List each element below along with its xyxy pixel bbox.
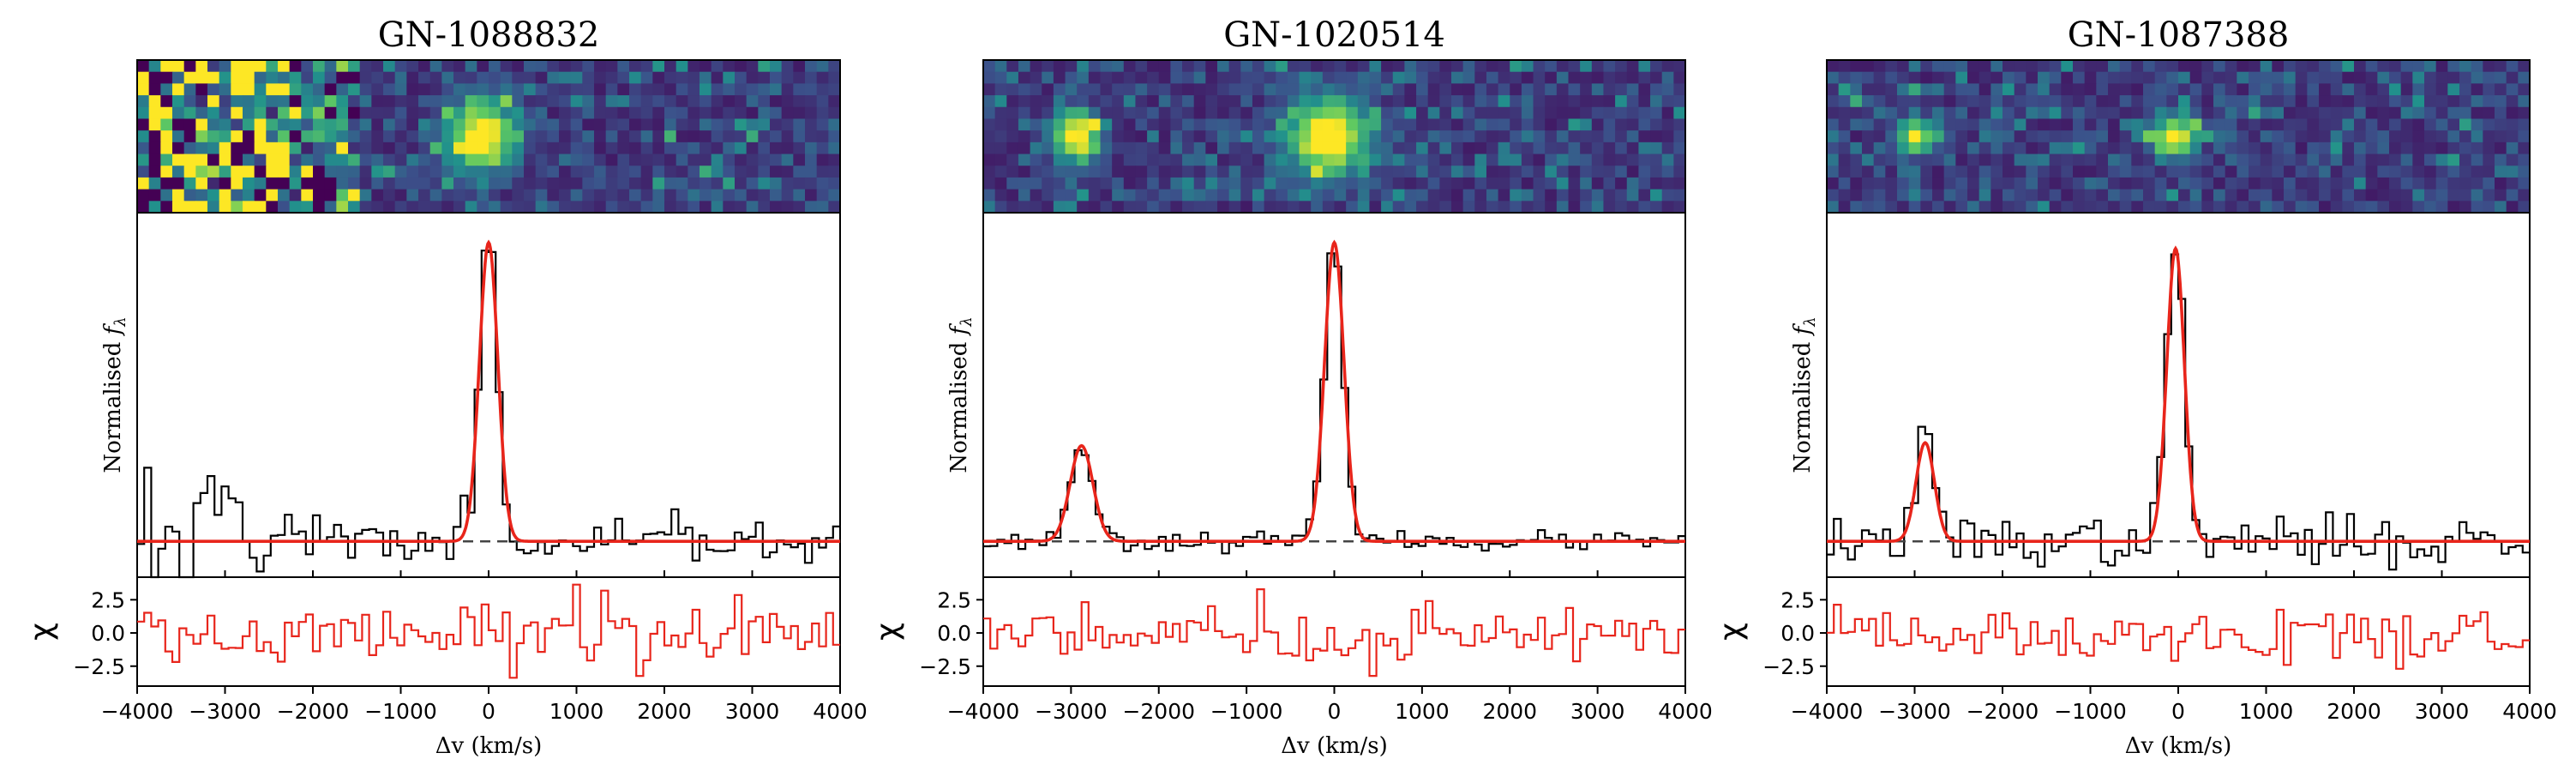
x-tick-label: 2000 xyxy=(1482,699,1537,724)
spectrum-step-line xyxy=(983,252,1685,555)
resid-y-tick-label: −2.5 xyxy=(919,654,971,679)
residual-axis-label: χ xyxy=(870,623,905,641)
resid-y-tick-label: −2.5 xyxy=(73,654,125,679)
x-axis-label: Δv (km/s) xyxy=(1281,733,1388,759)
x-tick-label: 3000 xyxy=(725,699,780,724)
spectrum-step-line xyxy=(1827,253,2530,571)
spectrum-step-line xyxy=(137,250,840,579)
residual-step-line xyxy=(137,583,840,679)
x-tick-label: 4000 xyxy=(2502,699,2557,724)
resid-y-tick-label: 0.0 xyxy=(1780,621,1815,646)
y-axis-label: Normalised fλ xyxy=(1790,316,1819,473)
x-tick-label: −3000 xyxy=(189,699,261,724)
cutout-image xyxy=(136,59,841,214)
x-tick-label: −3000 xyxy=(1878,699,1951,724)
x-tick-label: 1000 xyxy=(549,699,604,724)
x-tick-label: 4000 xyxy=(1658,699,1713,724)
y-axis-label: Normalised fλ xyxy=(946,316,976,473)
x-tick-label: −2000 xyxy=(1122,699,1195,724)
cutout-image xyxy=(1826,59,2531,214)
panel-title: GN-1088832 xyxy=(378,15,600,55)
x-axis-label: Δv (km/s) xyxy=(435,733,543,759)
panel-title: GN-1020514 xyxy=(1223,15,1445,55)
x-tick-label: −4000 xyxy=(1791,699,1864,724)
residual-axes xyxy=(1826,576,2531,687)
x-tick-label: 1000 xyxy=(1395,699,1450,724)
resid-y-tick-label: 2.5 xyxy=(1780,587,1815,612)
x-tick-label: 2000 xyxy=(2327,699,2381,724)
x-tick-label: −2000 xyxy=(1967,699,2039,724)
resid-y-tick-label: 2.5 xyxy=(91,587,125,612)
model-fit-line xyxy=(983,239,1685,543)
x-tick-label: −3000 xyxy=(1035,699,1108,724)
model-fit-line xyxy=(137,239,840,543)
x-tick-label: 1000 xyxy=(2239,699,2294,724)
residual-step-line xyxy=(983,588,1685,678)
x-tick-label: −1000 xyxy=(2054,699,2127,724)
x-tick-label: −4000 xyxy=(947,699,1020,724)
cutout-image xyxy=(982,59,1686,214)
resid-y-tick-label: 2.5 xyxy=(937,587,971,612)
x-tick-label: 4000 xyxy=(813,699,868,724)
x-tick-label: −1000 xyxy=(1210,699,1283,724)
x-tick-label: 0 xyxy=(482,699,495,724)
model-fit-line xyxy=(1827,245,2530,543)
x-tick-label: 2000 xyxy=(637,699,692,724)
x-tick-label: 0 xyxy=(1328,699,1342,724)
x-tick-label: 3000 xyxy=(2415,699,2470,724)
x-tick-label: −1000 xyxy=(364,699,437,724)
x-tick-label: 3000 xyxy=(1570,699,1625,724)
residual-axis-label: χ xyxy=(1714,623,1749,641)
residual-axis-label: χ xyxy=(24,623,59,641)
resid-y-tick-label: 0.0 xyxy=(937,621,971,646)
x-tick-label: 0 xyxy=(2171,699,2185,724)
x-tick-label: −2000 xyxy=(277,699,350,724)
resid-y-tick-label: −2.5 xyxy=(1762,654,1815,679)
x-tick-label: −4000 xyxy=(101,699,174,724)
y-axis-label: Normalised fλ xyxy=(100,316,129,473)
x-axis-label: Δv (km/s) xyxy=(2125,733,2232,759)
resid-y-tick-label: 0.0 xyxy=(91,621,125,646)
residual-axes xyxy=(136,576,841,687)
residual-step-line xyxy=(1827,604,2530,670)
panel-title: GN-1087388 xyxy=(2068,15,2290,55)
